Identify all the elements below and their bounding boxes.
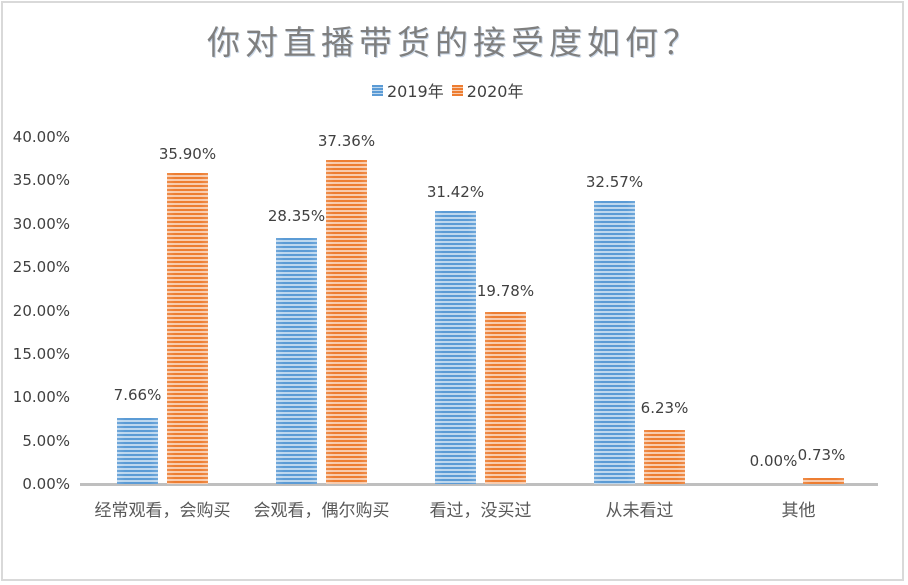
- bar-2020[interactable]: [485, 312, 526, 484]
- y-tick-label: 0.00%: [22, 475, 70, 493]
- data-label: 0.00%: [749, 452, 798, 470]
- y-tick-label: 40.00%: [12, 128, 70, 146]
- data-label: 7.66%: [113, 386, 162, 404]
- x-category-label: 从未看过: [605, 501, 674, 521]
- x-category-label: 会观看，偶尔购买: [253, 501, 390, 521]
- y-tick-label: 25.00%: [12, 258, 70, 277]
- data-label: 37.36%: [317, 131, 376, 150]
- legend-swatch-2019-icon: [372, 84, 383, 96]
- data-label: 31.42%: [426, 183, 485, 202]
- y-tick-label: 30.00%: [12, 214, 70, 233]
- y-tick-label: 20.00%: [12, 301, 70, 320]
- bar-2019[interactable]: [117, 417, 158, 485]
- data-label: 28.35%: [267, 207, 326, 225]
- chart-legend: 2019年 2020年: [372, 78, 531, 102]
- legend-label-2019: 2019年: [387, 82, 444, 101]
- y-tick-label: 35.00%: [12, 171, 70, 190]
- data-label: 6.23%: [640, 399, 689, 417]
- data-label: 35.90%: [158, 144, 217, 163]
- legend-label-2020: 2020年: [466, 82, 524, 101]
- bar-2020[interactable]: [803, 477, 844, 485]
- y-tick-label: 5.00%: [22, 431, 70, 450]
- chart-title: 你对直播带货的接受度如何？: [207, 23, 701, 62]
- data-label: 19.78%: [476, 282, 535, 300]
- legend-item-2019[interactable]: 2019年: [372, 78, 444, 102]
- x-category-label: 其他: [781, 501, 816, 521]
- data-label: 32.57%: [585, 173, 644, 192]
- x-category-label: 经常观看，会购买: [94, 501, 231, 521]
- bar-2019[interactable]: [276, 238, 317, 484]
- bar-2020[interactable]: [644, 429, 685, 485]
- y-tick-label: 10.00%: [12, 388, 70, 407]
- legend-item-2020[interactable]: 2020年: [451, 78, 524, 102]
- legend-swatch-2020-icon: [451, 84, 463, 96]
- bar-2019[interactable]: [594, 201, 635, 484]
- bar-2020[interactable]: [167, 172, 208, 485]
- x-category-label: 看过，没买过: [429, 501, 532, 521]
- bar-2020[interactable]: [326, 159, 367, 485]
- data-label: 0.73%: [797, 446, 846, 464]
- bar-2019[interactable]: [435, 211, 476, 484]
- x-axis-line: [80, 483, 878, 486]
- y-tick-label: 15.00%: [12, 344, 70, 363]
